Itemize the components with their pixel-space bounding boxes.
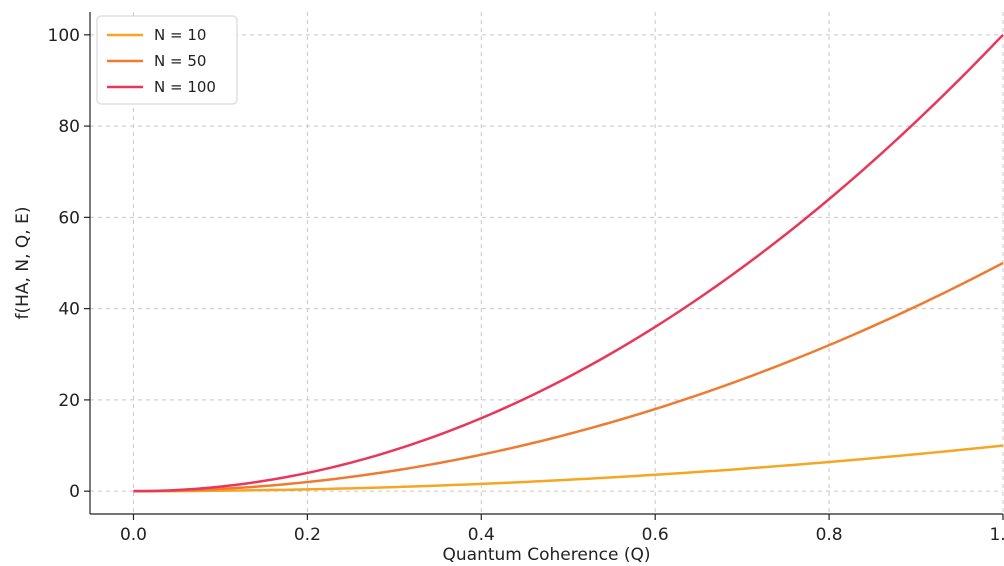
x-tick-label-3: 0.6: [642, 525, 669, 545]
y-tick-label-4: 80: [58, 117, 80, 137]
series-lines: [133, 33, 1004, 493]
x-tick-label-4: 0.8: [816, 525, 843, 545]
series-line-3: [133, 33, 1004, 493]
y-tick-label-2: 40: [58, 300, 80, 320]
x-tick-label-1: 0.2: [294, 525, 321, 545]
x-tick-label-0: 0.0: [120, 525, 147, 545]
x-tick-label-5: 1.0: [989, 525, 1004, 545]
series-line-1: [133, 444, 1004, 493]
axes: [89, 12, 1003, 515]
y-tick-label-3: 60: [58, 208, 80, 228]
y-axis-label: f(HA, N, Q, E): [13, 207, 33, 320]
tick-labels: 0.0 0.2 0.4 0.6 0.8 1.0 0 20 40 60 80 100: [48, 26, 1004, 545]
y-tick-label-5: 100: [48, 26, 80, 46]
legend: N = 10 N = 50 N = 100: [96, 15, 238, 105]
legend-box: [96, 15, 238, 105]
legend-label-1: N = 10: [154, 26, 206, 44]
x-tick-label-2: 0.4: [468, 525, 495, 545]
series-line-2: [133, 261, 1004, 493]
legend-label-2: N = 50: [154, 52, 206, 70]
y-tick-label-0: 0: [69, 482, 80, 502]
x-axis-label: Quantum Coherence (Q): [443, 545, 651, 565]
legend-label-3: N = 100: [154, 78, 216, 96]
y-tick-label-1: 20: [58, 391, 80, 411]
